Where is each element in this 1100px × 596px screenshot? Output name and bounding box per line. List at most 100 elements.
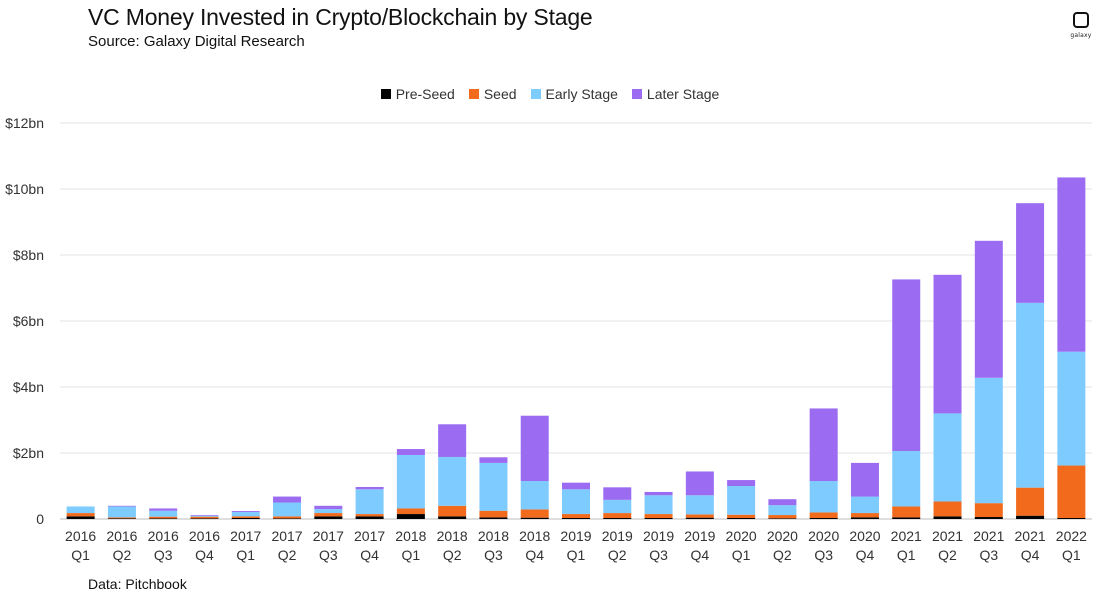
bar-later-stage <box>768 499 797 506</box>
bar-early-stage <box>809 481 838 513</box>
bar-later-stage <box>314 505 343 510</box>
bar-seed <box>396 508 425 515</box>
x-tick-quarter: Q4 <box>360 547 379 563</box>
bar-early-stage <box>520 481 549 510</box>
bar-later-stage <box>149 508 178 511</box>
bar-later-stage <box>190 515 219 516</box>
x-tick-quarter: Q2 <box>443 547 462 563</box>
bar-early-stage <box>438 456 467 506</box>
bar-later-stage <box>1016 203 1045 303</box>
legend-label-later-stage: Later Stage <box>646 86 720 102</box>
x-tick-quarter: Q4 <box>525 547 544 563</box>
bar-pre-seed <box>1016 515 1045 519</box>
x-tick-quarter: Q3 <box>649 547 668 563</box>
y-tick-label: $8bn <box>13 247 44 263</box>
x-tick-year: 2020 <box>726 528 757 544</box>
legend-swatch-early-stage <box>530 89 541 99</box>
x-tick-quarter: Q2 <box>773 547 792 563</box>
bar-later-stage <box>520 415 549 482</box>
x-tick-year: 2016 <box>106 528 137 544</box>
chart-subtitle: Source: Galaxy Digital Research <box>88 33 305 50</box>
legend-label-pre-seed: Pre-Seed <box>395 86 455 102</box>
y-tick-label: $4bn <box>13 379 44 395</box>
bar-pre-seed <box>768 518 797 519</box>
bar-pre-seed <box>520 517 549 519</box>
bar-seed <box>892 506 921 518</box>
bar-seed <box>66 513 95 517</box>
bar-later-stage <box>809 408 838 482</box>
bar-pre-seed <box>396 514 425 519</box>
x-tick-quarter: Q1 <box>402 547 421 563</box>
x-tick-year: 2021 <box>891 528 922 544</box>
bar-early-stage <box>66 506 95 514</box>
x-tick-year: 2017 <box>271 528 302 544</box>
legend-item-later-stage: Later Stage <box>631 86 720 102</box>
bar-later-stage <box>727 480 756 486</box>
bar-pre-seed <box>974 517 1003 519</box>
x-tick-year: 2020 <box>767 528 798 544</box>
legend-item-seed: Seed <box>468 86 517 102</box>
x-tick-year: 2016 <box>148 528 179 544</box>
bar-early-stage <box>933 413 962 502</box>
bar-early-stage <box>768 505 797 516</box>
x-tick-quarter: Q3 <box>154 547 173 563</box>
legend-item-pre-seed: Pre-Seed <box>380 86 455 102</box>
chart-title: VC Money Invested in Crypto/Blockchain b… <box>88 4 593 30</box>
bar-later-stage <box>892 279 921 452</box>
bar-early-stage <box>149 510 178 517</box>
bar-early-stage <box>1016 302 1045 488</box>
bar-later-stage <box>396 449 425 455</box>
x-tick-quarter: Q1 <box>71 547 90 563</box>
x-tick-quarter: Q2 <box>608 547 627 563</box>
x-tick-year: 2021 <box>932 528 963 544</box>
bar-seed <box>479 510 508 518</box>
x-tick-year: 2018 <box>478 528 509 544</box>
x-tick-year: 2019 <box>602 528 633 544</box>
x-tick-year: 2019 <box>643 528 674 544</box>
legend-label-seed: Seed <box>483 86 517 102</box>
y-tick-label: $10bn <box>5 181 44 197</box>
x-tick-year: 2017 <box>313 528 344 544</box>
bar-later-stage <box>933 274 962 414</box>
x-tick-year: 2016 <box>189 528 220 544</box>
bar-seed <box>933 501 962 517</box>
y-tick-label: $6bn <box>13 313 44 329</box>
bar-pre-seed <box>685 517 714 519</box>
x-tick-quarter: Q1 <box>567 547 586 563</box>
x-tick-year: 2020 <box>849 528 880 544</box>
galaxy-logo-icon <box>1073 12 1089 28</box>
y-axis-ticks: 0 $2bn $4bn $6bn $8bn $10bn $12bn <box>5 115 44 527</box>
bar-early-stage <box>231 512 260 517</box>
bar-later-stage <box>231 511 260 513</box>
galaxy-logo: galaxy <box>1066 12 1096 48</box>
legend-swatch-pre-seed <box>380 89 391 99</box>
bar-early-stage <box>562 489 590 515</box>
x-tick-quarter: Q3 <box>484 547 503 563</box>
x-tick-year: 2022 <box>1056 528 1087 544</box>
galaxy-logo-wordmark: galaxy <box>1070 32 1092 39</box>
x-tick-quarter: Q2 <box>278 547 297 563</box>
x-tick-year: 2021 <box>973 528 1004 544</box>
bar-later-stage <box>685 471 714 496</box>
bar-pre-seed <box>562 518 590 519</box>
bar-early-stage <box>479 462 508 511</box>
x-tick-year: 2018 <box>437 528 468 544</box>
bar-later-stage <box>850 462 879 497</box>
bar-pre-seed <box>727 518 756 519</box>
x-axis-ticks: 2016 Q1 2016 Q2 2016 Q3 2016 Q4 2017 Q1 2017 Q2 2017… <box>65 528 1087 563</box>
bar-seed <box>273 516 302 519</box>
x-tick-year: 2017 <box>354 528 385 544</box>
chart-legend: Pre-Seed Seed Early Stage Later Stage <box>0 86 1100 102</box>
bar-pre-seed <box>479 517 508 519</box>
data-source-note: Data: Pitchbook <box>88 576 187 592</box>
bar-early-stage <box>107 506 136 518</box>
bar-later-stage <box>974 240 1003 378</box>
bar-later-stage <box>1057 177 1086 352</box>
bar-later-stage <box>644 491 673 496</box>
bar-pre-seed <box>603 518 632 519</box>
bar-seed <box>727 514 756 519</box>
legend-swatch-seed <box>468 89 479 99</box>
x-tick-year: 2018 <box>519 528 550 544</box>
bar-seed <box>1057 465 1086 519</box>
